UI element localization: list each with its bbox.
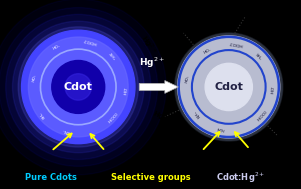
Ellipse shape (52, 60, 105, 113)
Ellipse shape (18, 27, 138, 147)
Text: SH₂: SH₂ (39, 110, 47, 119)
Ellipse shape (205, 63, 252, 111)
Text: Hg$^{2+}$: Hg$^{2+}$ (137, 33, 158, 57)
Text: -COOH: -COOH (82, 40, 98, 47)
Text: COOH: COOH (106, 111, 117, 123)
Text: COOH: COOH (254, 109, 265, 121)
Text: -SH₂: -SH₂ (107, 52, 116, 62)
Text: H₂N: H₂N (216, 125, 225, 131)
Ellipse shape (176, 34, 281, 139)
Text: Pure Cdots: Pure Cdots (25, 173, 77, 182)
Text: NH₂: NH₂ (193, 109, 201, 118)
Text: -OH: -OH (121, 87, 125, 95)
Ellipse shape (178, 36, 280, 138)
Text: HO-: HO- (203, 47, 213, 55)
Text: HO-: HO- (32, 73, 37, 82)
Ellipse shape (65, 74, 92, 100)
Ellipse shape (175, 33, 283, 141)
Text: HO-: HO- (185, 74, 191, 83)
Ellipse shape (0, 8, 158, 166)
Ellipse shape (0, 0, 166, 175)
Text: -COOH: -COOH (228, 43, 244, 49)
Ellipse shape (6, 14, 151, 160)
Ellipse shape (12, 21, 144, 153)
Text: SH₂: SH₂ (254, 53, 262, 62)
Text: Selective groups: Selective groups (111, 173, 190, 182)
FancyArrow shape (139, 81, 178, 93)
Text: Cdot:Hg$^{2+}$: Cdot:Hg$^{2+}$ (216, 170, 265, 185)
Text: Hg$^{2+}$: Hg$^{2+}$ (238, 6, 259, 18)
Text: Hg$^{2+}$: Hg$^{2+}$ (269, 130, 291, 146)
Text: Hg$^{2+}$: Hg$^{2+}$ (150, 108, 174, 128)
Text: Cdot: Cdot (64, 82, 93, 92)
Text: -OH: -OH (268, 86, 273, 95)
Text: Hg$^{2+}$: Hg$^{2+}$ (139, 55, 165, 70)
Ellipse shape (22, 30, 135, 144)
Ellipse shape (28, 37, 128, 137)
Ellipse shape (175, 34, 282, 140)
Text: Hg$^{2+}$: Hg$^{2+}$ (170, 18, 193, 42)
Text: Cdot: Cdot (214, 82, 243, 92)
Text: H₂N-: H₂N- (61, 127, 72, 133)
Text: HO-: HO- (53, 44, 62, 51)
